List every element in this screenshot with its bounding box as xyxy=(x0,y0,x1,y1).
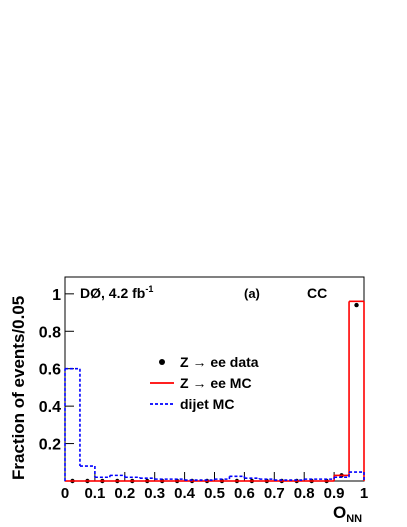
legend-label: dijet MC xyxy=(180,396,234,412)
legend-label: Z → ee data xyxy=(180,354,259,370)
y-tick-label: 0.8 xyxy=(39,324,61,341)
y-tick-label: 0.4 xyxy=(39,399,61,416)
x-tick-label: 0.8 xyxy=(294,485,315,502)
y-axis-label: Fraction of events/0.05 xyxy=(9,296,28,480)
x-axis-label: ONN xyxy=(333,503,362,525)
annotation: (a) xyxy=(244,286,260,301)
x-tick-label: 0.2 xyxy=(114,485,135,502)
legend-label: Z → ee MC xyxy=(180,375,252,391)
data-point xyxy=(354,302,359,308)
x-tick-label: 1 xyxy=(360,485,368,502)
y-tick-label: 1 xyxy=(52,287,61,304)
x-tick-label: 0.9 xyxy=(324,485,345,502)
x-tick-label: 0.3 xyxy=(144,485,165,502)
y-tick-label: 0.2 xyxy=(39,437,61,454)
x-tick-label: 0.1 xyxy=(84,485,105,502)
annotation: CC xyxy=(307,285,327,301)
annotation: DØ, 4.2 fb-1 xyxy=(80,284,153,301)
x-tick-label: 0.5 xyxy=(204,485,225,502)
x-tick-label: 0.6 xyxy=(234,485,255,502)
y-tick-label: 0.6 xyxy=(39,362,61,379)
legend-marker xyxy=(159,359,165,365)
x-tick-label: 0.4 xyxy=(174,485,196,502)
x-tick-label: 0 xyxy=(61,485,69,502)
x-tick-label: 0.7 xyxy=(264,485,285,502)
